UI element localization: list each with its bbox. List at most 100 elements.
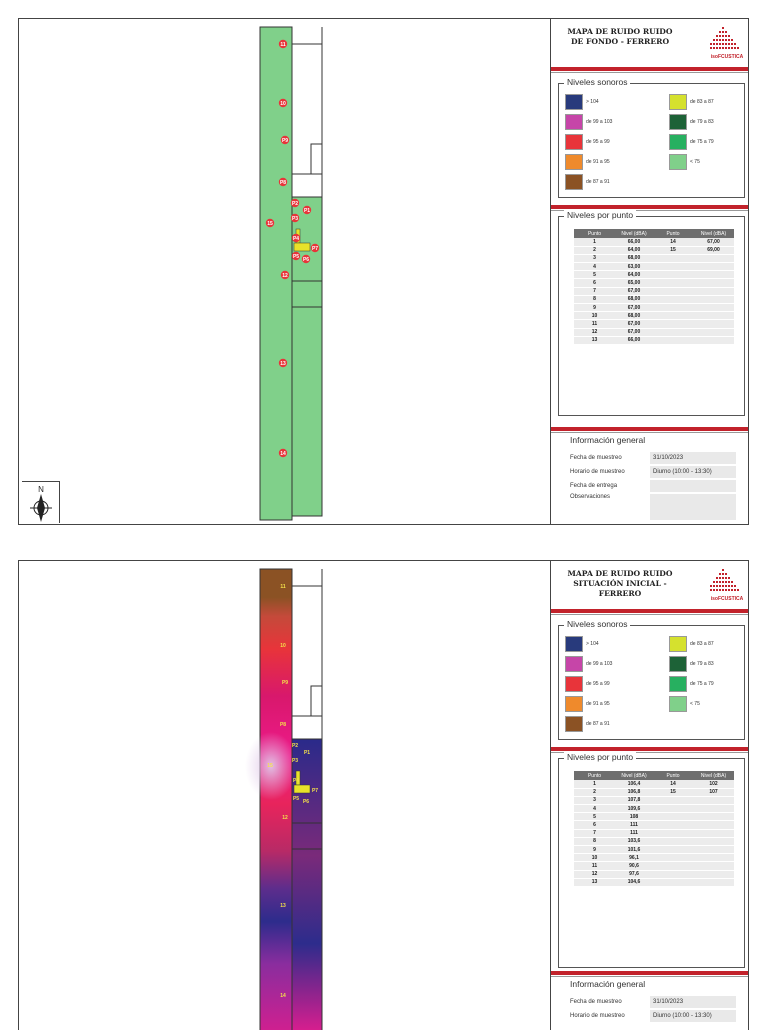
- point-marker-12: [280, 270, 290, 280]
- point-label-2: P2: [292, 201, 298, 207]
- table-row: 10 68,00: [574, 311, 734, 321]
- point-label-11: 11: [280, 584, 286, 590]
- legend-item: de 87 a 91: [565, 716, 610, 732]
- divider-bar: [551, 747, 748, 751]
- point-label-1: P1: [304, 750, 310, 756]
- legend-item: de 95 a 99: [565, 134, 610, 150]
- logo-grid-icon: isoFCUSTICA: [710, 569, 744, 602]
- point-label-5: P5: [293, 796, 299, 802]
- info-row: Observaciones: [570, 494, 736, 520]
- logo-grid-icon: isoFCUSTICA: [710, 27, 744, 60]
- point-label-14: 14: [280, 451, 286, 457]
- noise-map-sheet-initial: 11 10 P9 P8 P2 P3 15 P4 P5 P6 12 13 14 P…: [18, 560, 749, 1030]
- legend-swatch: [565, 154, 583, 170]
- table-row: 1 66,00 14 67,00: [574, 238, 734, 247]
- sound-source-marker: [293, 784, 311, 794]
- legend-item: < 75: [669, 696, 700, 712]
- table-row: 5 108: [574, 812, 734, 822]
- point-marker-15: [265, 218, 275, 228]
- legend-swatch: [669, 636, 687, 652]
- info-panel: MAPA DE RUIDO RUIDO DE FONDO - FERRERO i…: [550, 19, 748, 524]
- point-label-7: P7: [312, 246, 318, 252]
- point-label-8: P8: [280, 180, 286, 186]
- noise-map-sheet-background: 11 10 P9 P8 P2 P1 P3 15 P4 P5 P6 P7 12 1…: [18, 18, 749, 525]
- point-marker-1: [302, 205, 312, 215]
- legend-swatch: [669, 656, 687, 672]
- legend-swatch: [565, 696, 583, 712]
- info-title: Información general: [570, 979, 646, 989]
- legend-box: Niveles sonoros > 104 de 99 a 103 de 95 …: [558, 77, 745, 198]
- table-row: 11 90,6: [574, 861, 734, 871]
- point-label-9: P9: [282, 138, 288, 144]
- table-header: Punto: [653, 229, 693, 238]
- legend-swatch: [669, 134, 687, 150]
- points-box: Niveles por punto Punto Nivel (dBA) Punt…: [558, 210, 745, 416]
- info-row: Fecha de muestreo 31/10/2023: [570, 996, 736, 1008]
- info-row: Horario de muestreo Diurno (10:00 - 13:30…: [570, 466, 736, 478]
- point-label-6: P6: [303, 257, 309, 263]
- legend-swatch: [565, 114, 583, 130]
- general-info: Información general Fecha de muestreo 31/…: [558, 979, 745, 1030]
- legend-item: de 75 a 79: [669, 134, 714, 150]
- table-row: 11 67,00: [574, 319, 734, 329]
- legend-box: Niveles sonoros > 104 de 99 a 103 de 95 …: [558, 619, 745, 740]
- general-info: Información general Fecha de muestreo 31/…: [558, 435, 745, 524]
- sound-source-marker: [293, 242, 311, 252]
- legend-swatch: [565, 656, 583, 672]
- point-label-15: 15: [267, 221, 273, 227]
- table-header: Nivel (dBA): [615, 771, 653, 780]
- legend-swatch: [565, 134, 583, 150]
- building-outline-block: [310, 685, 323, 717]
- title-block: MAPA DE RUIDO RUIDO SITUACIÓN INICIAL - …: [551, 561, 748, 609]
- point-label-2: P2: [292, 743, 298, 749]
- info-row: Horario de muestreo Diurno (10:00 - 13:30…: [570, 1010, 736, 1022]
- point-label-3: P3: [292, 758, 298, 764]
- legend-item: de 87 a 91: [565, 174, 610, 190]
- point-label-5: P5: [293, 254, 299, 260]
- divider-bar: [551, 971, 748, 975]
- point-label-4: P4: [293, 236, 299, 242]
- legend-item: de 99 a 103: [565, 656, 612, 672]
- point-label-8: P8: [280, 722, 286, 728]
- table-header: Nivel (dBA): [693, 771, 734, 780]
- table-row: 6 111: [574, 820, 734, 830]
- point-label-7: P7: [312, 788, 318, 794]
- legend-item: de 83 a 87: [669, 94, 714, 110]
- legend-swatch: [565, 636, 583, 652]
- point-marker-3: [290, 213, 300, 223]
- logo-text: isoFCUSTICA: [711, 54, 744, 60]
- divider-line: [551, 976, 748, 977]
- title-block: MAPA DE RUIDO RUIDO DE FONDO - FERRERO i…: [551, 19, 748, 67]
- point-label-13: 13: [280, 903, 286, 909]
- table-row: 12 67,00: [574, 328, 734, 337]
- point-label-12: 12: [282, 815, 288, 821]
- point-label-4: P4: [293, 778, 299, 784]
- table-row: 1 106,4 14 102: [574, 780, 734, 789]
- point-label-3: P3: [292, 216, 298, 222]
- point-marker-7: [310, 243, 320, 253]
- info-row: Fecha de entrega: [570, 480, 736, 492]
- points-box: Niveles por punto Punto Nivel (dBA) Punt…: [558, 752, 745, 968]
- divider-bar: [551, 205, 748, 209]
- map-initial-situation: 11 10 P9 P8 P2 P3 15 P4 P5 P6 12 13 14 P…: [245, 568, 323, 1030]
- point-marker-9: [280, 135, 290, 145]
- legend-swatch: [669, 114, 687, 130]
- info-title: Información general: [570, 435, 646, 445]
- point-marker-13: [278, 358, 288, 368]
- point-label-10: 10: [280, 643, 286, 649]
- point-label-1: P1: [304, 208, 310, 214]
- point-marker-4: [291, 233, 301, 243]
- divider-line: [551, 752, 748, 753]
- points-table: Punto Nivel (dBA) Punto Nivel (dBA) 1 66,…: [574, 229, 734, 345]
- table-row: 2 106,8 15 107: [574, 788, 734, 797]
- legend-item: de 91 a 95: [565, 154, 610, 170]
- table-row: 6 65,00: [574, 278, 734, 288]
- table-row: 7 67,00: [574, 287, 734, 296]
- legend-swatch: [565, 716, 583, 732]
- table-row: 13 104,6: [574, 878, 734, 887]
- info-panel: MAPA DE RUIDO RUIDO SITUACIÓN INICIAL - …: [550, 561, 748, 1030]
- map-background-noise: 11 10 P9 P8 P2 P1 P3 15 P4 P5 P6 P7 12 1…: [259, 26, 323, 521]
- legend-item: de 95 a 99: [565, 676, 610, 692]
- divider-line: [551, 614, 748, 615]
- logo-text: isoFCUSTICA: [711, 596, 744, 602]
